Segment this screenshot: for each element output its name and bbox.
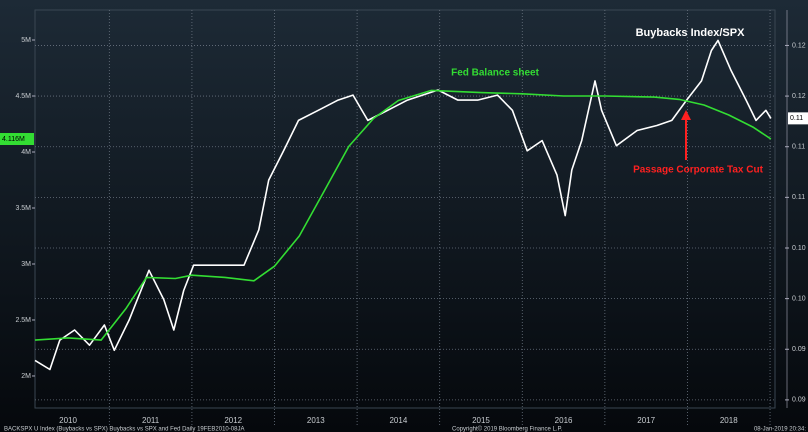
current-value-label: 0.11	[790, 115, 803, 122]
footer-text: 08-Jan-2019 20:34:	[754, 427, 806, 432]
y-tick-label: 3.5M	[15, 205, 31, 212]
y2-tick-label: 0.10	[792, 245, 806, 252]
y2-tick-label: 0.09	[792, 346, 806, 353]
footer-text: Copyright© 2019 Bloomberg Finance L.P.	[452, 426, 563, 432]
y2-tick-label: 0.12	[792, 93, 806, 100]
footer-text: BACKSPX U Index (Buybacks vs SPX) Buybac…	[4, 427, 244, 432]
annotation: Buybacks Index/SPX	[636, 27, 745, 39]
current-value-label: 4.116M	[2, 136, 25, 143]
x-tick-label: 2014	[389, 416, 407, 425]
y2-tick-label: 0.11	[792, 194, 805, 201]
y2-tick-label: 0.09	[792, 397, 806, 404]
y2-tick-label: 0.12	[792, 42, 806, 49]
x-tick-label: 2017	[637, 416, 655, 425]
series-line	[34, 89, 772, 341]
plot-frame	[34, 9, 776, 409]
x-tick-label: 2013	[307, 416, 325, 425]
x-tick-label: 2016	[555, 416, 573, 425]
x-tick-label: 2010	[59, 416, 77, 425]
y-tick-label: 4.5M	[15, 93, 31, 100]
annotation: Fed Balance sheet	[451, 68, 539, 79]
y-tick-label: 3M	[21, 261, 31, 268]
y2-tick-label: 0.11	[792, 144, 805, 151]
x-tick-label: 2015	[472, 416, 490, 425]
y2-tick-label: 0.10	[792, 295, 806, 302]
y-tick-label: 2M	[21, 373, 31, 380]
x-tick-label: 2011	[142, 416, 160, 425]
annotation: Passage Corporate Tax Cut	[633, 165, 764, 176]
y-tick-label: 5M	[21, 37, 31, 44]
x-tick-label: 2012	[224, 416, 242, 425]
y-tick-label: 4M	[21, 149, 31, 156]
current-value-tag	[788, 112, 808, 125]
series-line	[34, 39, 772, 371]
x-tick-label: 2018	[720, 416, 738, 425]
current-value-tag	[0, 133, 34, 146]
annotation-arrowhead	[681, 110, 691, 120]
y-tick-label: 2.5M	[15, 317, 31, 324]
